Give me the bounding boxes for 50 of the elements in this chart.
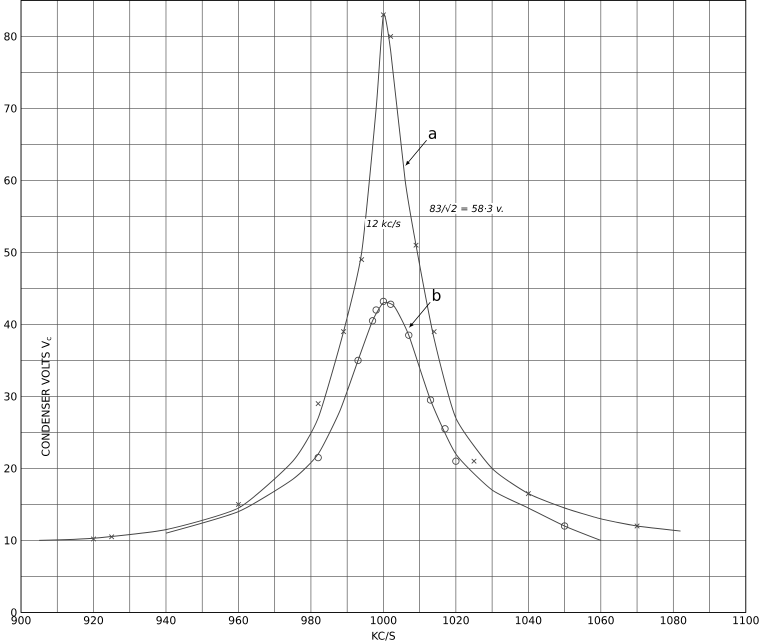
y-tick-label: 40 xyxy=(4,320,17,328)
point xyxy=(358,256,364,262)
point xyxy=(526,490,532,496)
x-tick-label: 1100 xyxy=(733,616,759,624)
point xyxy=(560,522,568,530)
y-tick-label: 0 xyxy=(11,608,17,616)
point xyxy=(441,425,449,432)
x-tick-label: 980 xyxy=(301,616,320,624)
point xyxy=(634,523,640,529)
y-tick-label: 50 xyxy=(4,248,17,256)
point xyxy=(315,400,321,406)
point xyxy=(90,536,96,542)
x-axis-title: KC/S xyxy=(372,632,395,641)
point xyxy=(314,454,322,462)
annotation: a xyxy=(428,130,436,139)
x-tick-label: 1080 xyxy=(660,616,686,624)
point xyxy=(354,356,362,364)
y-tick-label: 30 xyxy=(4,392,17,400)
annotation: 83/√2 = 58·3 v. xyxy=(430,204,503,213)
x-tick-label: 920 xyxy=(84,616,104,624)
y-axis-title: CONDENSER VOLTS V$_{c}$ xyxy=(42,337,52,456)
point xyxy=(236,502,242,508)
annotation: 12 kc/s xyxy=(366,220,400,228)
y-tick-label: 20 xyxy=(4,464,17,472)
x-tick-label: 1060 xyxy=(588,616,614,624)
point xyxy=(380,298,388,305)
point xyxy=(340,328,346,334)
point xyxy=(405,331,412,339)
x-tick-label: 1000 xyxy=(370,616,396,624)
point xyxy=(388,34,394,40)
x-tick-label: 1040 xyxy=(516,616,542,624)
y-tick-label: 70 xyxy=(4,104,17,112)
point xyxy=(431,328,437,334)
point xyxy=(452,457,460,465)
x-tick-label: 960 xyxy=(228,616,248,624)
x-tick-label: 1020 xyxy=(443,616,469,624)
point xyxy=(380,12,386,18)
y-tick-label: 60 xyxy=(4,176,17,184)
point xyxy=(387,300,394,308)
x-tick-label: 940 xyxy=(156,616,176,624)
y-tick-label: 80 xyxy=(4,32,17,40)
annotation: b xyxy=(432,288,441,301)
x-tick-label: 900 xyxy=(11,616,31,624)
point xyxy=(368,317,376,324)
point xyxy=(426,396,434,404)
point xyxy=(413,242,419,248)
point xyxy=(372,306,380,314)
y-tick-label: 10 xyxy=(4,536,17,544)
point xyxy=(471,458,477,464)
point xyxy=(108,534,114,540)
